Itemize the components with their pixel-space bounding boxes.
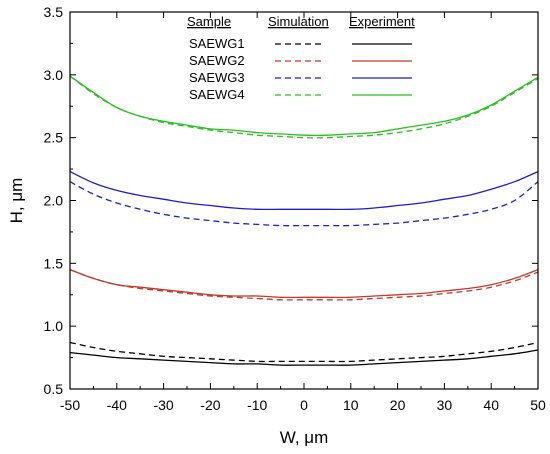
experiment-line-saewg1 xyxy=(69,349,539,366)
simulation-line-saewg3 xyxy=(69,181,539,227)
legend-header-sample: Sample xyxy=(187,14,231,29)
x-tick-label: -20 xyxy=(200,397,220,413)
legend-label-saewg2: SAEWG2 xyxy=(189,53,245,68)
legend-label-saewg4: SAEWG4 xyxy=(189,87,245,102)
axis-tick-labels: -50 -40 -30 -20 -10 0 10 20 30 40 50 0.5 1.0 1.5 2.0 2.… xyxy=(44,4,546,413)
plot-lines xyxy=(69,75,539,366)
y-tick-label: 1.5 xyxy=(44,255,64,271)
x-tick-label: -50 xyxy=(60,397,80,413)
y-tick-label: 2.0 xyxy=(44,193,64,209)
x-tick-label: -10 xyxy=(247,397,267,413)
x-tick-label: 20 xyxy=(390,397,406,413)
x-tick-label: 30 xyxy=(437,397,453,413)
experiment-line-saewg2 xyxy=(69,268,539,299)
y-tick-label: 1.0 xyxy=(44,318,64,334)
x-tick-label: 40 xyxy=(483,397,499,413)
y-tick-label: 3.0 xyxy=(44,67,64,83)
legend-label-saewg1: SAEWG1 xyxy=(189,36,245,51)
x-tick-label: 10 xyxy=(343,397,359,413)
x-tick-label: -40 xyxy=(107,397,127,413)
x-axis-title: W, μm xyxy=(280,428,329,447)
legend: Sample Simulation Experiment SAEWG1SAEWG… xyxy=(187,14,415,102)
simulation-line-saewg4 xyxy=(69,75,539,139)
experiment-line-saewg4 xyxy=(69,75,539,136)
simulation-line-saewg1 xyxy=(69,341,539,363)
legend-rows: SAEWG1 SAEWG2 SAEWG3 SAEWG4 xyxy=(189,36,412,102)
legend-header-simulation: Simulation xyxy=(268,14,329,29)
y-axis-title: H, μm xyxy=(7,178,26,224)
x-tick-label: 50 xyxy=(530,397,546,413)
legend-label-saewg3: SAEWG3 xyxy=(189,70,245,85)
experiment-line-saewg3 xyxy=(69,171,539,211)
y-tick-label: 3.5 xyxy=(44,4,64,20)
axis-ticks xyxy=(69,11,539,390)
x-tick-label: 0 xyxy=(300,397,308,413)
y-tick-label: 2.5 xyxy=(44,130,64,146)
legend-header-experiment: Experiment xyxy=(349,14,415,29)
simulation-line-saewg2 xyxy=(69,268,539,301)
x-tick-label: -30 xyxy=(153,397,173,413)
y-tick-label: 0.5 xyxy=(44,381,64,397)
